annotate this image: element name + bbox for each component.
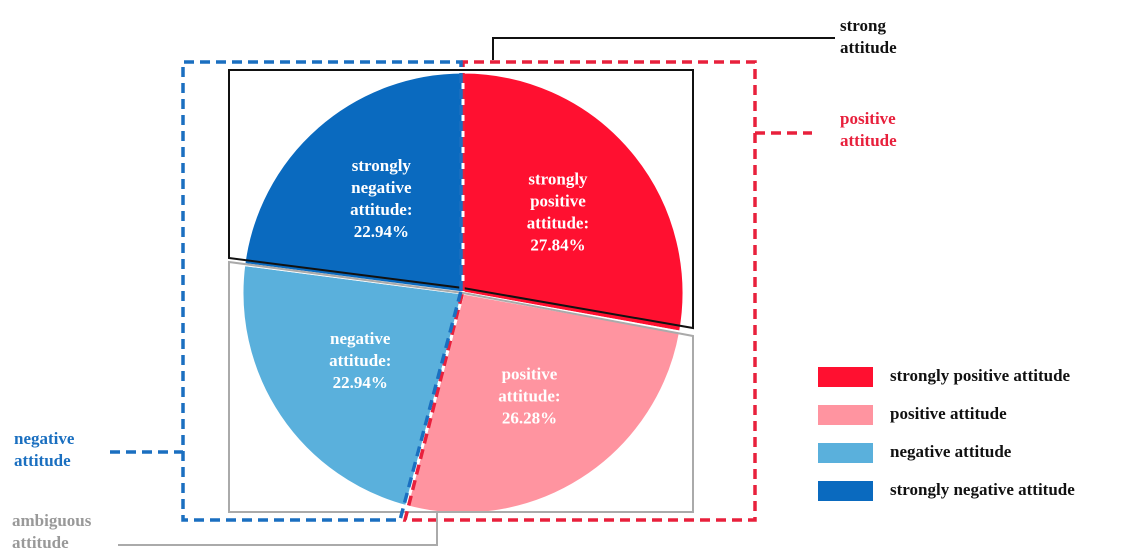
legend-label: strongly negative attitude [890, 480, 1075, 499]
slice-value-label: 22.94% [333, 373, 388, 392]
legend-swatch [818, 367, 873, 387]
slice-value-label: 22.94% [354, 222, 409, 241]
pie-slice [461, 70, 686, 334]
legend-label: positive attitude [890, 404, 1007, 423]
strong-leader [492, 37, 835, 60]
strong-frame [228, 69, 694, 330]
positive-frame [402, 60, 757, 522]
legend-label: strongly positive attitude [890, 366, 1071, 385]
slice-label: positive attitude: [498, 364, 560, 405]
pie-slice [242, 70, 465, 295]
legend-swatch [818, 443, 873, 463]
legend: strongly positive attitude positive attit… [818, 366, 1075, 501]
annotation: strong attitude [840, 16, 897, 57]
slice-value-label: 27.84% [530, 236, 585, 255]
pie: strongly positive attitude: 27.84% positive a… [240, 70, 686, 516]
legend-label: negative attitude [890, 442, 1012, 461]
slice-value-label: 26.28% [502, 408, 557, 427]
annotation: negative attitude [14, 429, 75, 470]
ambiguous-frame [228, 260, 694, 513]
slice-label: negative attitude: [329, 329, 391, 370]
legend-swatch [818, 405, 873, 425]
negative-frame [181, 60, 463, 522]
annotation: positive attitude [840, 109, 897, 150]
legend-swatch [818, 481, 873, 501]
pie-slice [240, 262, 465, 509]
ambiguous-leader [118, 512, 438, 546]
pie-slice [404, 291, 683, 516]
slice-label: strongly positive attitude: [527, 170, 589, 233]
annotation: ambiguous attitude [12, 511, 92, 552]
slice-label: strongly negative attitude: [350, 156, 412, 219]
